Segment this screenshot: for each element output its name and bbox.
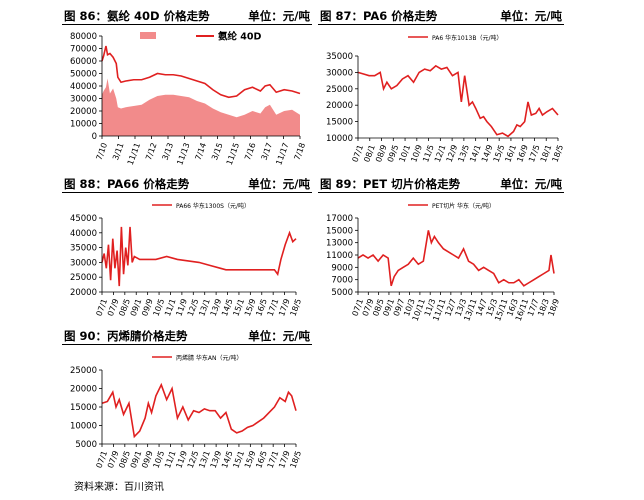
y-tick-label: 15000 <box>70 403 97 413</box>
chart-panel-88: 图 88：PA66 价格走势 单位：元/吨 20000 25000 30000 350… <box>62 174 312 324</box>
chart-unit: 单位：元/吨 <box>500 9 562 23</box>
x-tick-label: 11/13 <box>175 142 191 166</box>
x-tick-label: 11/15 <box>225 142 241 166</box>
y-tick-label: 35000 <box>326 52 353 62</box>
x-tick-label: 7/18 <box>293 142 308 162</box>
chart-88-plot: 20000250003000035000400004500007/107/908… <box>70 202 303 317</box>
y-tick-label: 45000 <box>70 214 97 224</box>
y-tick-label: 11000 <box>326 251 353 261</box>
y-tick-label: 20000 <box>70 107 97 117</box>
y-tick-label: 35000 <box>70 244 97 254</box>
y-tick-label: 10000 <box>70 422 97 432</box>
y-tick-label: 13000 <box>326 239 353 249</box>
x-tick-label: 3/15 <box>210 142 225 162</box>
y-tick-label: 20000 <box>326 101 353 111</box>
y-tick-label: 10000 <box>70 120 97 130</box>
legend-label: 丙烯腈 华东AN（元/吨） <box>176 354 243 362</box>
chart-87-plot: 10000150002000025000300003500007/108/108… <box>326 34 564 164</box>
y-tick-label: 9000 <box>331 263 353 273</box>
x-tick-label: 7/12 <box>144 142 159 162</box>
chart-panel-90: 图 90：丙烯腈价格走势 单位：元/吨 5000 10000 15000 20000 2… <box>62 326 312 476</box>
chart-title: 图 87：PA6 价格走势 <box>320 9 438 23</box>
series-line <box>357 230 555 287</box>
chart-header: 图 86：氨纶 40D 价格走势 单位：元/吨 <box>62 6 312 25</box>
chart-panel-89: 图 89：PET 切片价格走势 单位：元/吨 5000 7000 9000 11000… <box>318 174 564 324</box>
y-tick-label: 40000 <box>70 82 97 92</box>
y-tick-label: 7000 <box>331 276 353 286</box>
chart-title: 图 89：PET 切片价格走势 <box>320 177 461 191</box>
y-tick-label: 25000 <box>70 273 97 283</box>
legend-label: PET切片 华东（元/吨） <box>432 202 495 210</box>
y-tick-label: 30000 <box>326 68 353 78</box>
x-tick-label: 11/17 <box>274 142 290 166</box>
y-tick-label: 15000 <box>326 118 353 128</box>
chart-header: 图 89：PET 切片价格走势 单位：元/吨 <box>318 174 564 193</box>
series-line <box>101 382 297 439</box>
y-tick-label: 5000 <box>331 288 353 298</box>
y-tick-label: 0 <box>92 132 97 142</box>
x-tick-label: 7/10 <box>95 142 110 162</box>
y-tick-label: 20000 <box>70 385 97 395</box>
chart-unit: 单位：元/吨 <box>248 329 310 343</box>
y-tick-label: 17000 <box>326 214 353 224</box>
x-tick-label: 7/16 <box>243 142 258 162</box>
y-tick-label: 80000 <box>70 32 97 42</box>
chart-86-plot: 0 10000 20000 30000 40000 50000 60000 70000 8000… <box>70 30 308 166</box>
source-note: 资料来源：百川资讯 <box>74 482 164 493</box>
x-tick-label: 3/17 <box>260 142 275 162</box>
x-tick-label: 18/5 <box>551 144 564 164</box>
chart-unit: 单位：元/吨 <box>248 9 310 23</box>
chart-header: 图 88：PA66 价格走势 单位：元/吨 <box>62 174 312 193</box>
legend-label: 氨纶 40D <box>218 31 262 43</box>
series-line <box>357 64 559 138</box>
x-tick-label: 3/11 <box>111 142 126 162</box>
chart-90-plot: 50001000015000200002500007/107/908/509/1… <box>70 354 303 469</box>
x-tick-label: 3/13 <box>161 142 176 162</box>
y-tick-label: 70000 <box>70 45 97 55</box>
chart-unit: 单位：元/吨 <box>500 177 562 191</box>
chart-title: 图 88：PA66 价格走势 <box>64 177 190 191</box>
series-line <box>101 45 301 99</box>
legend-label: PA6 华东1013B（元/吨） <box>432 34 502 42</box>
y-tick-label: 10000 <box>326 134 353 144</box>
legend-swatch-area <box>140 32 156 39</box>
y-tick-label: 20000 <box>70 288 97 298</box>
y-tick-label: 40000 <box>70 229 97 239</box>
legend-label: 价差 <box>160 30 179 42</box>
chart-title: 图 90：丙烯腈价格走势 <box>64 329 188 343</box>
y-tick-label: 60000 <box>70 57 97 67</box>
y-tick-label: 5000 <box>75 440 97 450</box>
y-tick-label: 30000 <box>70 258 97 268</box>
x-tick-label: 7/14 <box>194 142 209 162</box>
series-area <box>102 78 300 136</box>
chart-unit: 单位：元/吨 <box>248 177 310 191</box>
y-tick-label: 15000 <box>326 226 353 236</box>
series-line <box>101 226 297 287</box>
chart-89-plot: 5000700090001100013000150001700007/107/9… <box>326 202 561 322</box>
chart-header: 图 87：PA6 价格走势 单位：元/吨 <box>318 6 564 25</box>
chart-header: 图 90：丙烯腈价格走势 单位：元/吨 <box>62 326 312 345</box>
y-tick-label: 30000 <box>70 95 97 105</box>
chart-panel-86: 图 86：氨纶 40D 价格走势 单位：元/吨 0 10000 20000 30000… <box>62 6 312 166</box>
y-tick-label: 50000 <box>70 70 97 80</box>
legend-label: PA66 华东1300S（元/吨） <box>176 202 250 210</box>
y-tick-label: 25000 <box>326 85 353 95</box>
y-tick-label: 25000 <box>70 366 97 376</box>
chart-title: 图 86：氨纶 40D 价格走势 <box>64 9 210 23</box>
chart-panel-87: 图 87：PA6 价格走势 单位：元/吨 10000 15000 20000 2500… <box>318 6 564 166</box>
x-tick-label: 11/11 <box>126 142 142 166</box>
